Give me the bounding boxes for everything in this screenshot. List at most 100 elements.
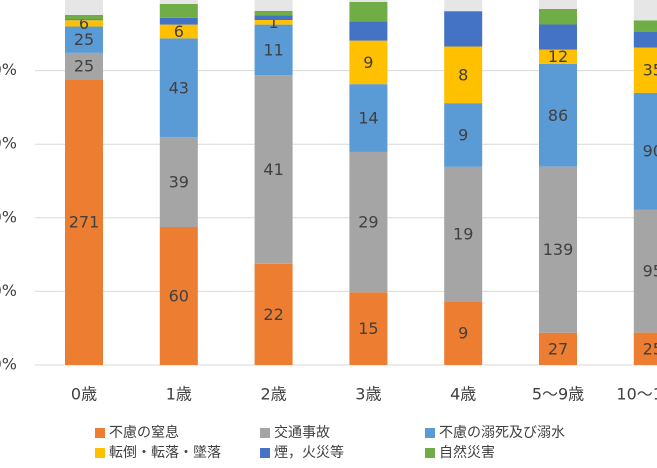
- bar-segment: [539, 0, 577, 9]
- x-tick-label: 1歳: [166, 385, 192, 404]
- data-label: 25: [643, 339, 657, 358]
- bar-segment: [633, 0, 657, 21]
- bar-segment: [254, 24, 293, 76]
- data-label: 35: [643, 61, 657, 80]
- x-tick-label: 10～14歳: [616, 385, 657, 404]
- bar-segment: [349, 21, 388, 41]
- bar-segment: [65, 26, 103, 53]
- bar-segment: [254, 75, 293, 264]
- bar-segment: [65, 20, 103, 27]
- data-label: 6: [174, 22, 184, 41]
- data-label: 14: [358, 109, 378, 128]
- data-label: 271: [69, 213, 100, 232]
- bar-segment: [633, 31, 657, 48]
- data-label: 9: [363, 53, 373, 72]
- bar-segment: [254, 15, 293, 20]
- data-label: 86: [548, 106, 568, 125]
- data-label: 60: [169, 287, 189, 306]
- bar-segment: [254, 0, 293, 11]
- legend-label: 煙，火災等: [274, 444, 344, 461]
- bar-segment: [349, 84, 388, 152]
- data-label: 22: [263, 305, 283, 324]
- bar-segment: [444, 0, 483, 12]
- data-label: 15: [358, 319, 378, 338]
- legend-label: 自然災害: [439, 444, 495, 461]
- bar-segment: [159, 227, 198, 365]
- bar-segment: [254, 10, 293, 16]
- data-label: 41: [263, 160, 283, 179]
- legend-label: 不慮の溺死及び溺水: [439, 425, 565, 441]
- x-tick-label: 4歳: [450, 385, 476, 404]
- bar-segment: [633, 332, 657, 365]
- bar-segment: [349, 0, 388, 2]
- bar-segment: [444, 166, 483, 302]
- legend-marker: [425, 448, 435, 458]
- data-label: 8: [458, 65, 468, 84]
- bar-segment: [159, 17, 198, 25]
- bar-segment: [254, 20, 293, 25]
- bar-segment: [349, 40, 388, 85]
- legend-marker: [260, 428, 270, 438]
- data-label: 90: [643, 142, 657, 161]
- legend-marker: [95, 448, 105, 458]
- bar-segment: [65, 52, 103, 80]
- bar-segment: [539, 166, 577, 333]
- x-tick-label: 3歳: [355, 385, 381, 404]
- bar-segment: [65, 0, 103, 15]
- x-tick-label: 0歳: [71, 385, 97, 404]
- bar-segment: [444, 103, 483, 167]
- data-label: 27: [548, 339, 568, 358]
- bar-segment: [633, 47, 657, 93]
- x-tick-label: 5～9歳: [532, 385, 584, 404]
- bar-segment: [254, 263, 293, 365]
- data-label: 9: [458, 324, 468, 343]
- legend-marker: [260, 448, 270, 458]
- bar-segment: [539, 332, 577, 365]
- data-label: 11: [263, 40, 283, 59]
- legend-label: 転倒・転落・墜落: [109, 445, 221, 461]
- bar-segment: [539, 8, 577, 25]
- bar-segment: [159, 137, 198, 227]
- data-label: 43: [169, 78, 189, 97]
- bar-segment: [159, 3, 198, 18]
- bar-segment: [65, 19, 103, 21]
- y-tick-label: 20%: [0, 281, 17, 300]
- y-tick-label: 0%: [0, 355, 17, 374]
- bar-segment: [349, 292, 388, 365]
- bar-segment: [539, 49, 577, 64]
- data-label: 139: [543, 240, 574, 259]
- bar-segment: [539, 63, 577, 167]
- bar-segment: [159, 24, 198, 39]
- data-label: 39: [169, 173, 189, 192]
- bar-segment: [633, 92, 657, 210]
- data-label: 95: [643, 262, 657, 281]
- data-label: 25: [74, 30, 94, 49]
- bar-segment: [159, 38, 198, 138]
- bar-segment: [633, 209, 657, 333]
- data-label: 9: [458, 126, 468, 145]
- bar-segment: [444, 301, 483, 365]
- x-tick-label: 2歳: [261, 385, 287, 404]
- y-tick-label: 40%: [0, 207, 17, 226]
- data-label: 29: [358, 213, 378, 232]
- legend-marker: [95, 428, 105, 438]
- bar-segment: [444, 11, 483, 47]
- bar-segment: [349, 151, 388, 293]
- data-label: 25: [74, 57, 94, 76]
- bar-segment: [444, 46, 483, 104]
- data-label: 1: [269, 13, 279, 32]
- bar-segment: [159, 0, 198, 4]
- legend-label: 交通事故: [274, 424, 330, 441]
- data-label: 12: [548, 47, 568, 66]
- bar-segment: [349, 1, 388, 22]
- data-label: 6: [79, 14, 89, 33]
- legend-label: 不慮の窒息: [109, 424, 179, 441]
- bar-segment: [65, 79, 103, 365]
- bar-segment: [633, 20, 657, 32]
- y-tick-label: 60%: [0, 134, 17, 153]
- legend-marker: [425, 428, 435, 438]
- data-label: 19: [453, 225, 473, 244]
- bar-segment: [65, 14, 103, 20]
- bar-segment: [539, 24, 577, 50]
